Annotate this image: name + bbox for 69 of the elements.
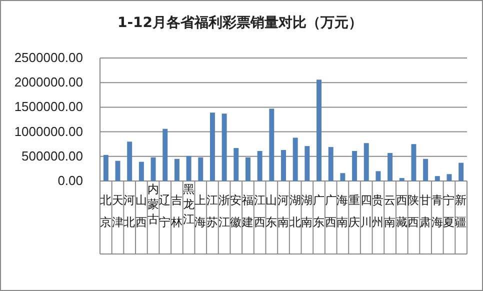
y-tick-label: 0.00 [58,173,83,188]
bar [446,174,452,181]
bar [434,176,440,181]
x-tick-label: 辽宁 [159,193,172,229]
x-tick-label: 天津 [112,193,124,229]
x-tick-label: 内蒙古 [147,182,160,226]
bar [186,156,192,181]
x-tick-label: 黑龙江 [182,182,195,226]
x-tick-label: 重庆 [348,193,361,229]
bar [328,147,334,181]
x-tick-label: 安徽 [230,193,242,229]
x-tick-label: 湖北 [289,193,302,229]
x-tick-label: 青海 [431,193,444,229]
bar [423,158,428,181]
bar [376,171,381,181]
x-tick-label: 河南 [278,193,290,229]
bar [246,157,250,181]
bar [115,160,120,181]
x-tick-label: 上海 [194,193,207,229]
x-tick-label: 陕西 [408,193,420,229]
chart-title: 1-12月各省福利彩票销量对比（万元） [117,14,363,31]
x-tick-label: 山西 [135,193,148,229]
x-tick-label: 浙江 [218,193,230,229]
bar [364,143,369,181]
x-tick-label: 海南 [336,193,349,229]
bar [458,162,464,181]
bar [222,114,227,181]
bar [162,128,168,181]
bar [138,162,144,181]
bar [292,138,298,181]
x-tick-label: 广西 [324,193,337,229]
bar [304,146,310,181]
y-tick-label: 2000000.00 [14,74,83,90]
bar [399,178,404,181]
y-tick-label: 1500000.00 [14,99,83,114]
bar [411,144,416,181]
x-tick-label: 西藏 [396,193,408,229]
x-tick-label: 吉林 [170,193,183,229]
bar [103,154,108,181]
x-tick-label: 山东 [266,193,278,229]
x-tick-label: 江苏 [206,193,218,229]
x-tick-label: 湖南 [301,193,314,229]
bar [210,112,215,181]
bar [388,152,393,181]
y-tick-label: 500000.00 [22,148,83,164]
x-tick-label: 广东 [313,193,326,229]
x-tick-label: 北京 [100,193,112,229]
x-tick-label: 贵州 [372,193,384,229]
x-tick-label: 江西 [254,193,266,229]
bar [257,150,262,181]
x-tick-label: 四川 [360,193,372,229]
bar [316,80,322,181]
x-tick-label: 河北 [124,193,136,229]
x-tick-label: 宁夏 [443,193,456,229]
y-tick-label: 1000000.00 [14,124,83,139]
bar [269,108,274,181]
bar [174,158,180,181]
bar [352,150,358,181]
bar [340,173,346,181]
bar [234,148,239,181]
x-tick-label: 云南 [384,193,396,229]
y-tick-label: 2500000.00 [14,50,83,65]
x-tick-label: 甘肃 [420,193,432,229]
bar [198,157,204,181]
x-tick-label: 新疆 [455,193,468,229]
bar [127,142,132,181]
bar [281,150,286,181]
bar [150,157,156,181]
x-tick-label: 福建 [240,193,254,229]
